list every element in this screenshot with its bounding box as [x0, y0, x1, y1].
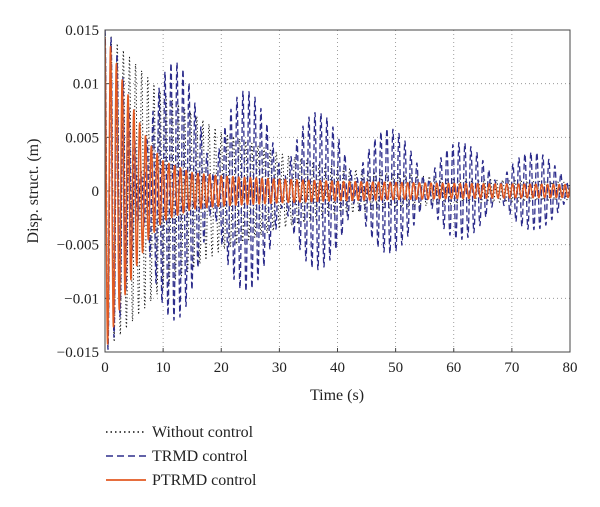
x-axis-title: Time (s) — [310, 387, 364, 404]
plot-frame — [104, 29, 571, 353]
y-tick-label: 0.005 — [65, 130, 99, 146]
x-tick-label: 20 — [214, 360, 229, 376]
y-tick-label: −0.01 — [64, 291, 99, 307]
series-line-ptrmd-control — [105, 37, 570, 345]
x-tick-label: 70 — [504, 360, 519, 376]
y-tick-label: 0 — [92, 184, 100, 200]
legend-label-without-control: Without control — [152, 424, 254, 441]
y-tick-label: 0.01 — [73, 77, 99, 93]
y-axis-title: Disp. struct. (m) — [25, 139, 42, 244]
x-tick-label: 40 — [330, 360, 345, 376]
y-tick-label: −0.015 — [57, 345, 99, 361]
y-tick-label: −0.005 — [57, 238, 99, 254]
series-line-trmd-control — [105, 30, 570, 350]
series-line-without-control — [105, 30, 570, 350]
legend: Without control TRMD control PTRMD contr… — [106, 424, 257, 489]
series-group — [105, 30, 570, 350]
x-tick-label: 10 — [156, 360, 171, 376]
x-tick-label: 80 — [563, 360, 578, 376]
x-tick-label: 50 — [388, 360, 403, 376]
legend-label-ptrmd-control: PTRMD control — [152, 472, 257, 489]
legend-label-trmd-control: TRMD control — [152, 448, 248, 465]
x-tick-label: 0 — [101, 360, 109, 376]
x-tick-label: 60 — [446, 360, 461, 376]
x-tick-label: 30 — [272, 360, 287, 376]
y-tick-label: 0.015 — [65, 23, 99, 39]
tick-labels: 0 10 20 30 40 50 60 70 80 0.015 0.01 0.005 0 −0.005 −0… — [57, 23, 578, 376]
